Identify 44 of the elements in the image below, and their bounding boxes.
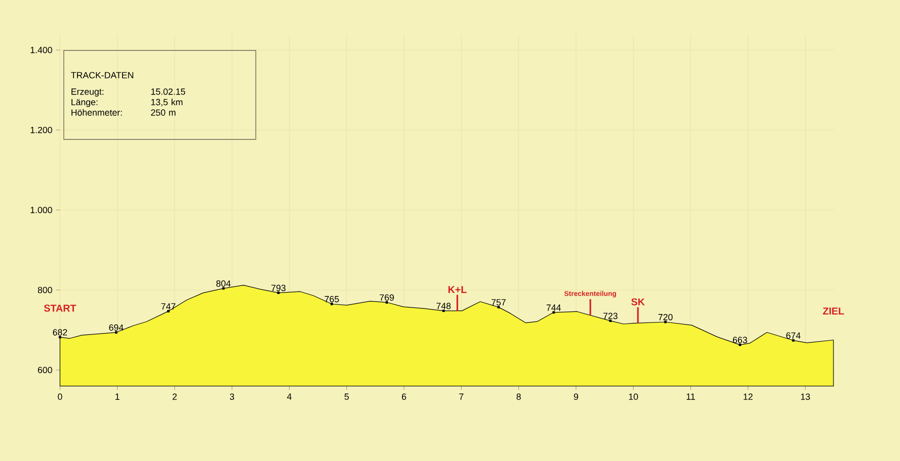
x-tick-label: 7	[459, 394, 464, 400]
x-tick-label: 12	[744, 394, 753, 400]
y-tick-label: 1.200	[30, 126, 52, 134]
x-tick-label: 13	[801, 394, 810, 400]
y-tick-label: 1.400	[30, 46, 52, 54]
data-label: 744	[546, 304, 561, 311]
annotation: 13,5 km	[151, 98, 182, 106]
y-tick-label: 600	[38, 366, 52, 374]
data-label: 720	[658, 314, 673, 320]
data-label: 748	[436, 302, 451, 310]
annotation: 15.02.15	[151, 88, 186, 95]
data-label: 747	[161, 303, 176, 310]
data-label: 663	[732, 336, 748, 344]
annotation: START	[44, 304, 76, 312]
annotation: 250 m	[151, 109, 176, 116]
x-tick-label: 3	[230, 394, 234, 400]
x-tick-label: 1	[116, 394, 120, 400]
data-label: 723	[603, 312, 618, 320]
x-tick-label: 6	[402, 394, 406, 400]
data-label: 793	[271, 284, 286, 292]
y-tick-label: 800	[38, 286, 52, 294]
data-label: 769	[380, 294, 394, 301]
x-tick-label: 8	[516, 394, 521, 400]
x-tick-label: 5	[344, 394, 349, 400]
y-tick-label: 1.000	[30, 206, 52, 214]
annotation: TRACK-DATEN	[70, 72, 134, 78]
annotation: SK	[631, 298, 645, 306]
x-tick-label: 10	[629, 394, 638, 400]
x-tick-label: 11	[686, 394, 695, 400]
data-label: 682	[52, 329, 68, 336]
data-label: 674	[786, 332, 801, 339]
data-label: 757	[492, 299, 506, 306]
annotation: Erzeugt:	[72, 88, 104, 97]
annotation: K+L	[448, 286, 467, 294]
annotation: Länge:	[72, 99, 98, 108]
data-label: 804	[216, 280, 231, 287]
data-label: 765	[324, 296, 339, 302]
annotation: Höhenmeter:	[72, 109, 122, 116]
x-tick-label: 2	[172, 394, 177, 400]
annotation: ZIEL	[822, 308, 844, 314]
x-tick-label: 4	[287, 394, 292, 400]
data-label: 694	[109, 324, 124, 331]
x-tick-label: 9	[574, 394, 578, 400]
x-tick-label: 0	[58, 394, 62, 400]
